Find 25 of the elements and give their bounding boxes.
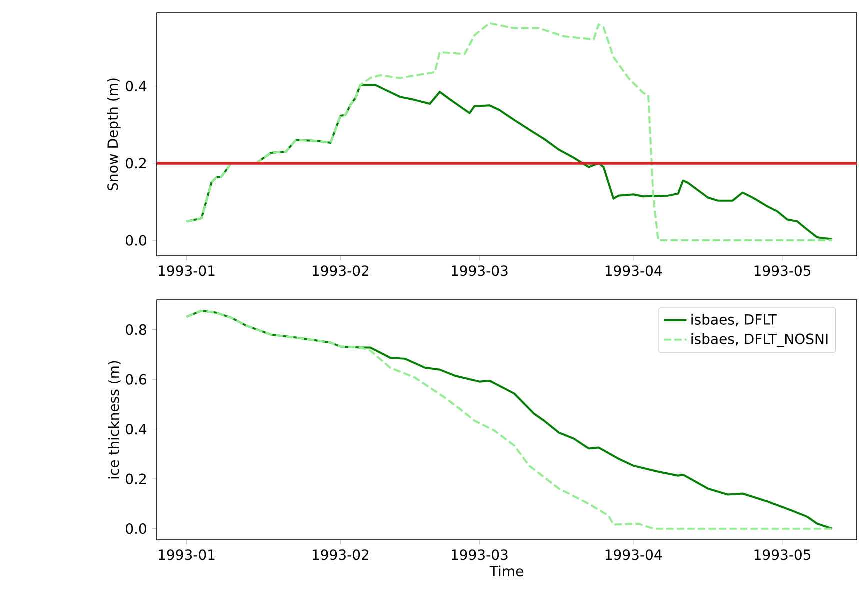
y-tick-label: 0.2 [126, 158, 146, 169]
y-tick-label: 0.6 [126, 374, 147, 385]
line-series [186, 22, 834, 242]
x-tick-label: 1993-01 [159, 550, 215, 560]
x-axis-title: Time [490, 566, 524, 577]
x-tick-label: 1993-03 [452, 550, 508, 560]
x-tick-label: 1993-05 [754, 550, 811, 560]
line-series [186, 310, 834, 530]
x-tick-label: 1993-05 [754, 266, 811, 276]
x-tick-label: 1993-04 [606, 266, 662, 276]
x-tick-label: 1993-04 [606, 550, 662, 560]
y-tick-label: 0.4 [126, 424, 147, 435]
x-tick-label: 1993-02 [312, 550, 369, 560]
y-tick-label: 0.0 [126, 235, 146, 246]
x-tick-label: 1993-03 [452, 266, 508, 276]
x-tick-label: 1993-02 [312, 266, 369, 276]
y-axis-title: Snow Depth (m) [107, 78, 121, 191]
y-axis-title: ice thickness (m) [108, 361, 121, 479]
y-tick-label: 0.0 [126, 524, 146, 534]
legend-label: isbaes, DFLT_NOSNI [692, 334, 828, 348]
y-tick-label: 0.2 [126, 474, 146, 484]
y-tick-label: 0.8 [126, 324, 146, 336]
legend-label: isbaes, DFLT [692, 314, 778, 326]
x-tick-label: 1993-01 [159, 266, 215, 276]
y-tick-label: 0.4 [126, 80, 147, 92]
